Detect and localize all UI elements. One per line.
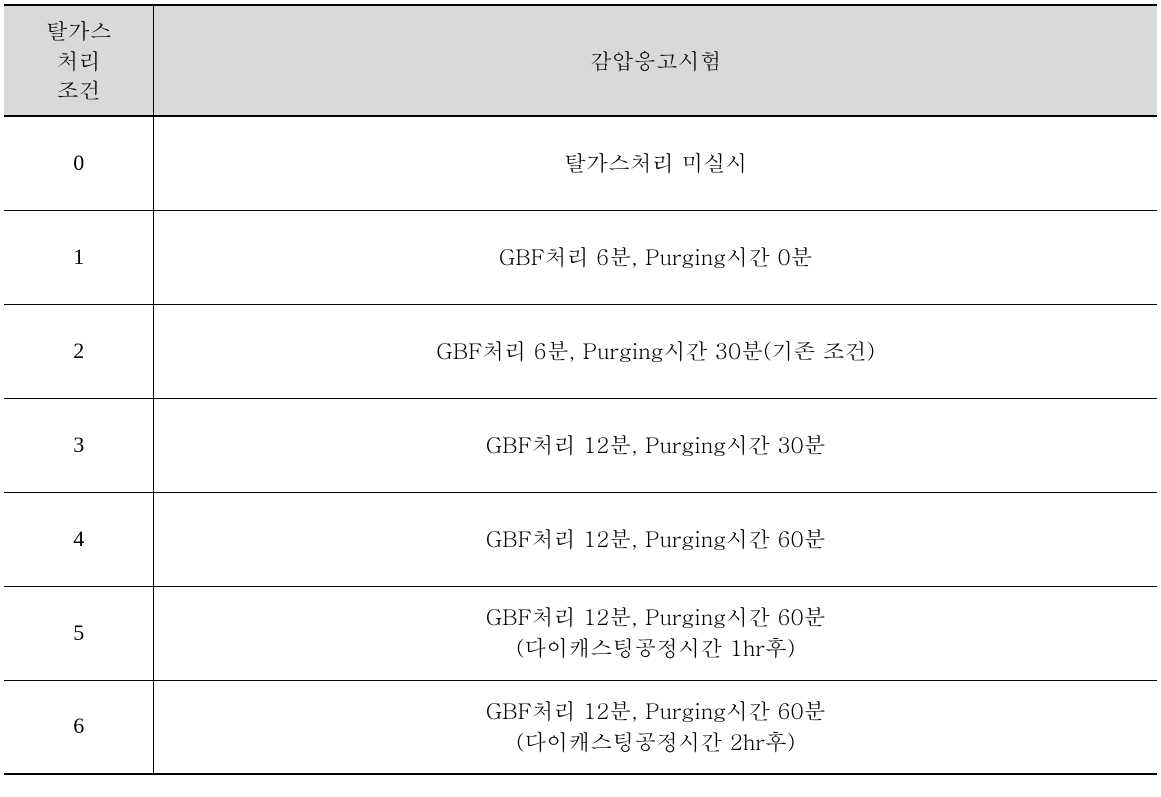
description-line: (다이캐스팅공정시간 1hr후): [162, 633, 1149, 664]
cell-condition: 0: [4, 116, 154, 210]
table-row: 4 GBF처리 12분, Purging시간 60분: [4, 492, 1157, 586]
description-line: GBF처리 6분, Purging시간 30분(기존 조건): [162, 336, 1149, 367]
table-row: 1 GBF처리 6분, Purging시간 0분: [4, 210, 1157, 304]
cell-description: GBF처리 12분, Purging시간 60분 (다이캐스팅공정시간 2hr후…: [154, 680, 1157, 774]
description-line: GBF처리 6분, Purging시간 0분: [162, 242, 1149, 273]
cell-condition: 2: [4, 304, 154, 398]
cell-description: GBF처리 12분, Purging시간 60분: [154, 492, 1157, 586]
experiment-conditions-table: 탈가스처리조건 감압응고시험 0 탈가스처리 미실시 1 GBF처리 6분, P…: [4, 4, 1157, 775]
table-header: 탈가스처리조건 감압응고시험: [4, 5, 1157, 116]
table-row: 5 GBF처리 12분, Purging시간 60분 (다이캐스팅공정시간 1h…: [4, 586, 1157, 680]
cell-description: GBF처리 6분, Purging시간 30분(기존 조건): [154, 304, 1157, 398]
description-line: 탈가스처리 미실시: [162, 148, 1149, 179]
cell-condition: 4: [4, 492, 154, 586]
cell-condition: 6: [4, 680, 154, 774]
cell-condition: 1: [4, 210, 154, 304]
description-line: GBF처리 12분, Purging시간 60분: [162, 524, 1149, 555]
cell-condition: 3: [4, 398, 154, 492]
table-row: 0 탈가스처리 미실시: [4, 116, 1157, 210]
cell-description: GBF처리 12분, Purging시간 60분 (다이캐스팅공정시간 1hr후…: [154, 586, 1157, 680]
description-line: GBF처리 12분, Purging시간 30분: [162, 430, 1149, 461]
cell-condition: 5: [4, 586, 154, 680]
table-row: 3 GBF처리 12분, Purging시간 30분: [4, 398, 1157, 492]
cell-description: GBF처리 6분, Purging시간 0분: [154, 210, 1157, 304]
description-line: (다이캐스팅공정시간 2hr후): [162, 727, 1149, 758]
description-line: GBF처리 12분, Purging시간 60분: [162, 696, 1149, 727]
description-line: GBF처리 12분, Purging시간 60분: [162, 602, 1149, 633]
header-condition: 탈가스처리조건: [4, 5, 154, 116]
cell-description: GBF처리 12분, Purging시간 30분: [154, 398, 1157, 492]
table: 탈가스처리조건 감압응고시험 0 탈가스처리 미실시 1 GBF처리 6분, P…: [4, 4, 1157, 775]
header-description: 감압응고시험: [154, 5, 1157, 116]
table-row: 6 GBF처리 12분, Purging시간 60분 (다이캐스팅공정시간 2h…: [4, 680, 1157, 774]
table-body: 0 탈가스처리 미실시 1 GBF처리 6분, Purging시간 0분 2 G…: [4, 116, 1157, 774]
table-row: 2 GBF처리 6분, Purging시간 30분(기존 조건): [4, 304, 1157, 398]
cell-description: 탈가스처리 미실시: [154, 116, 1157, 210]
